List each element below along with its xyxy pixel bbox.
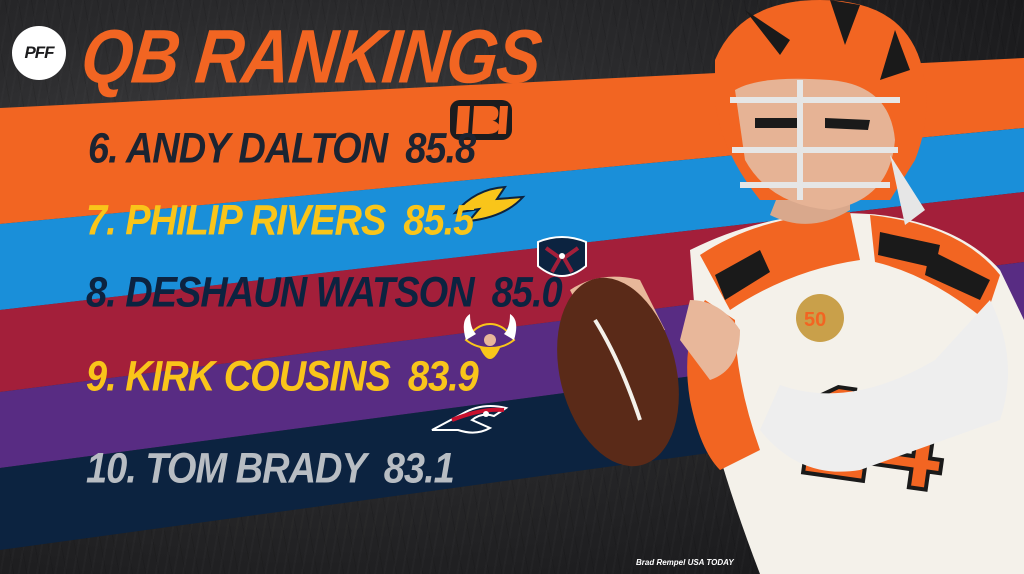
- ranking-label: 7. PHILIP RIVERS: [86, 197, 386, 245]
- photo-credit: Brad Rempel USA TODAY: [636, 558, 734, 567]
- ranking-label: 6. ANDY DALTON: [88, 125, 388, 173]
- chargers-bolt-icon: [452, 185, 526, 223]
- ranking-row-2: 7. PHILIP RIVERS 85.5: [86, 197, 474, 245]
- pff-logo: PFF: [12, 26, 66, 80]
- ranking-score: 85.0: [491, 269, 563, 317]
- ranking-row-1: 6. ANDY DALTON 85.8: [88, 125, 476, 173]
- page-title: QB RANKINGS: [77, 13, 545, 99]
- patriots-logo-icon: [431, 405, 509, 434]
- bengals-logo-icon: [450, 100, 512, 140]
- ranking-label: 8. DESHAUN WATSON: [86, 269, 475, 317]
- ranking-score: 83.9: [407, 353, 479, 401]
- pff-logo-text: PFF: [24, 43, 54, 62]
- vikings-logo-icon: [463, 314, 517, 359]
- ranking-row-3: 8. DESHAUN WATSON 85.0: [86, 269, 563, 317]
- ranking-row-4: 9. KIRK COUSINS 83.9: [86, 353, 479, 401]
- ranking-label: 9. KIRK COUSINS: [86, 353, 391, 401]
- svg-text:50: 50: [804, 309, 826, 331]
- ranking-score: 85.5: [403, 197, 474, 245]
- ranking-score: 83.1: [383, 445, 455, 493]
- quarterback-photo: 14 50: [557, 0, 1024, 574]
- ranking-label: 10. TOM BRADY: [86, 445, 367, 493]
- ranking-row-5: 10. TOM BRADY 83.1: [86, 445, 455, 493]
- ranking-score: 85.8: [405, 125, 476, 173]
- texans-logo-icon: [537, 236, 587, 277]
